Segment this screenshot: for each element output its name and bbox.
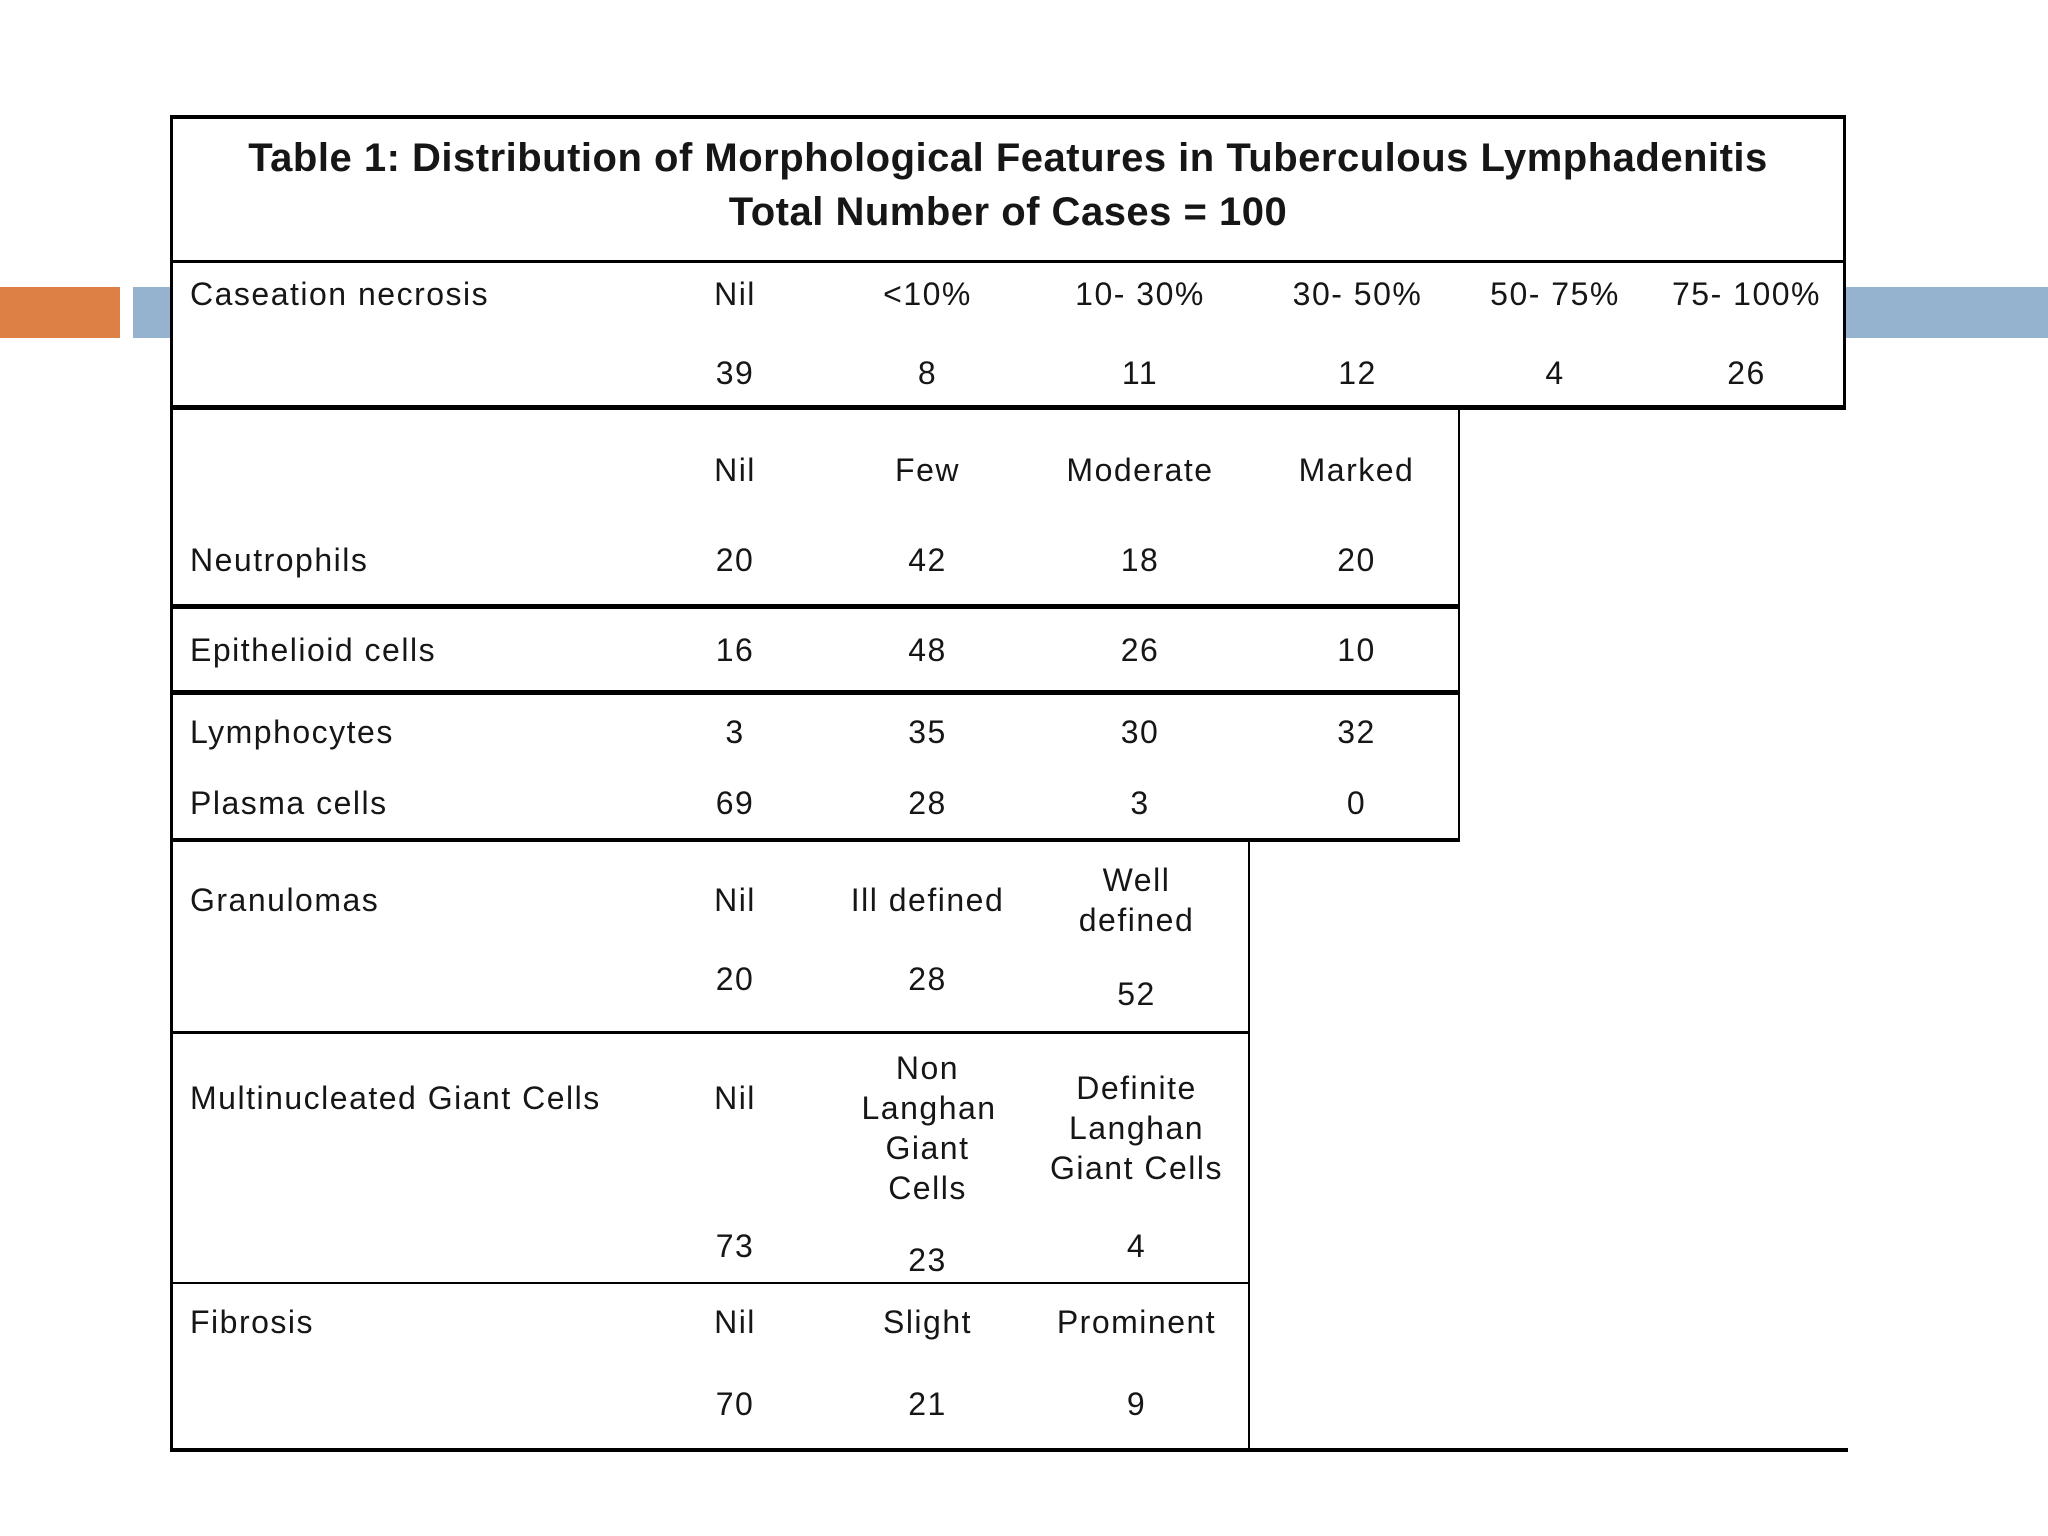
caseation-value-30-50: 12 [1338, 355, 1377, 391]
giant-cells-header-non-langhan: Non Langhan Giant Cells [830, 1034, 1025, 1210]
caseation-value-50-75: 4 [1545, 355, 1565, 391]
epithelioid-value-moderate: 26 [1120, 631, 1160, 668]
granulomas-value-nil: 20 [715, 961, 755, 997]
lymphocytes-label: Lymphocytes [190, 714, 394, 750]
table-section-granulomas-fibrosis: Granulomas Nil Ill defined Well defined … [170, 842, 1250, 1448]
plasma-label: Plasma cells [190, 785, 388, 821]
neutrophils-value-nil: 20 [715, 542, 755, 578]
neutrophils-value-marked: 20 [1337, 542, 1376, 578]
plasma-value-few: 28 [908, 785, 947, 821]
giant-cells-label: Multinucleated Giant Cells [190, 1080, 601, 1116]
granulomas-label: Granulomas [190, 882, 380, 918]
table-subtitle: Total Number of Cases = 100 [728, 190, 1288, 234]
neutrophils-header-moderate: Moderate [1066, 452, 1214, 488]
epithelioid-label: Epithelioid cells [190, 631, 437, 668]
neutrophils-value-few: 42 [908, 542, 947, 578]
granulomas-header-row: Granulomas Nil Ill defined Well defined [173, 860, 1248, 938]
caseation-header-30-50: 30- 50% [1292, 276, 1423, 312]
caseation-value-lt10: 8 [917, 355, 938, 391]
caseation-header-row: Caseation necrosis Nil <10% 10- 30% 30- … [173, 259, 1843, 329]
giant-cells-value-nil: 73 [715, 1228, 755, 1264]
divider-below-neutrophils [173, 604, 1458, 609]
plasma-row: Plasma cells 69 28 3 0 [173, 770, 1458, 836]
plasma-value-marked: 0 [1346, 785, 1367, 821]
fibrosis-value-slight: 21 [908, 1386, 947, 1422]
giant-cells-value-non-langhan: 23 [830, 1212, 1025, 1280]
empty-cell [173, 341, 640, 405]
granulomas-value-ill-defined: 28 [908, 961, 947, 997]
giant-cells-header-non-langhan-text: Non Langhan Giant Cells [861, 1050, 997, 1206]
fibrosis-header-prominent: Prominent [1056, 1304, 1217, 1340]
epithelioid-value-marked: 10 [1337, 631, 1376, 668]
table-section-caseation: Table 1: Distribution of Morphological F… [170, 115, 1846, 410]
fibrosis-value-nil: 70 [715, 1386, 755, 1422]
left-blue-square [133, 287, 171, 338]
caseation-header-10-30: 10- 30% [1075, 276, 1205, 312]
empty-cell [173, 944, 640, 1014]
plasma-value-moderate: 3 [1130, 785, 1150, 821]
epithelioid-row: Epithelioid cells 16 48 26 10 [173, 609, 1458, 690]
caseation-header-nil: Nil [714, 276, 756, 312]
neutrophils-value-moderate: 18 [1120, 542, 1160, 578]
neutrophils-header-row: Nil Few Moderate Marked [173, 438, 1458, 502]
fibrosis-header-slight: Slight [882, 1304, 973, 1340]
lymphocytes-value-nil: 3 [725, 714, 745, 750]
table-section-cell-counts: Nil Few Moderate Marked Neutrophils 20 4… [170, 410, 1460, 842]
table-title: Table 1: Distribution of Morphological F… [248, 136, 1768, 180]
lymphocytes-row: Lymphocytes 3 35 30 32 [173, 697, 1458, 767]
caseation-header-75-100: 75- 100% [1672, 276, 1821, 312]
fibrosis-header-nil: Nil [714, 1304, 756, 1340]
neutrophils-header-nil: Nil [714, 452, 756, 488]
fibrosis-value-row: 70 21 9 [173, 1374, 1248, 1434]
caseation-header-50-75: 50- 75% [1490, 276, 1620, 312]
lymphocytes-value-moderate: 30 [1120, 714, 1160, 750]
granulomas-header-nil: Nil [714, 882, 756, 918]
caseation-value-nil: 39 [715, 355, 755, 391]
empty-cell [173, 1374, 640, 1434]
left-orange-bar [0, 287, 120, 338]
fibrosis-value-prominent: 9 [1126, 1386, 1147, 1422]
lymphocytes-value-few: 35 [908, 714, 947, 750]
granulomas-header-well-defined: Well defined [1025, 860, 1248, 940]
giant-cells-header-row: Multinucleated Giant Cells Nil Non Langh… [173, 1034, 1248, 1210]
epithelioid-value-nil: 16 [715, 631, 755, 668]
granulomas-header-ill-defined: Ill defined [850, 882, 1005, 918]
giant-cells-header-definite-langhan: Definite Langhan Giant Cells [1025, 1034, 1248, 1210]
right-blue-bar [1846, 287, 2048, 338]
divider-below-epithelioid [173, 690, 1458, 695]
granulomas-value-well-defined: 52 [1025, 944, 1248, 1014]
fibrosis-header-row: Fibrosis Nil Slight Prominent [173, 1294, 1248, 1350]
divider-below-giant-cells [173, 1282, 1248, 1284]
giant-cells-value-non-langhan-text: 23 [908, 1242, 947, 1278]
epithelioid-value-few: 48 [908, 631, 947, 668]
empty-cell [173, 438, 640, 502]
caseation-value-row: 39 8 11 12 4 26 [173, 341, 1843, 405]
giant-cells-value-row: 73 23 4 [173, 1212, 1248, 1278]
caseation-value-75-100: 26 [1727, 355, 1766, 391]
caseation-value-10-30: 11 [1121, 355, 1159, 391]
fibrosis-label: Fibrosis [190, 1304, 315, 1340]
table-title-block: Table 1: Distribution of Morphological F… [173, 119, 1843, 263]
caseation-header-lt10: <10% [883, 276, 972, 312]
granulomas-value-row: 20 28 52 [173, 944, 1248, 1012]
table-bottom-border [170, 1448, 1848, 1452]
neutrophils-header-marked: Marked [1298, 452, 1415, 488]
plasma-value-nil: 69 [715, 785, 755, 821]
divider-below-granulomas [173, 1031, 1248, 1034]
giant-cells-header-definite-langhan-text: Definite Langhan Giant Cells [1050, 1070, 1223, 1186]
neutrophils-header-few: Few [895, 452, 960, 488]
lymphocytes-value-marked: 32 [1337, 714, 1376, 750]
empty-cell [173, 1212, 640, 1280]
granulomas-header-well-defined-text: Well defined [1078, 862, 1195, 938]
neutrophils-label: Neutrophils [190, 542, 369, 578]
caseation-label: Caseation necrosis [190, 276, 490, 312]
granulomas-value-well-defined-text: 52 [1117, 976, 1156, 1012]
giant-cells-value-definite-langhan: 4 [1126, 1228, 1147, 1264]
neutrophils-value-row: Neutrophils 20 42 18 20 [173, 528, 1458, 592]
giant-cells-header-nil: Nil [714, 1080, 756, 1116]
